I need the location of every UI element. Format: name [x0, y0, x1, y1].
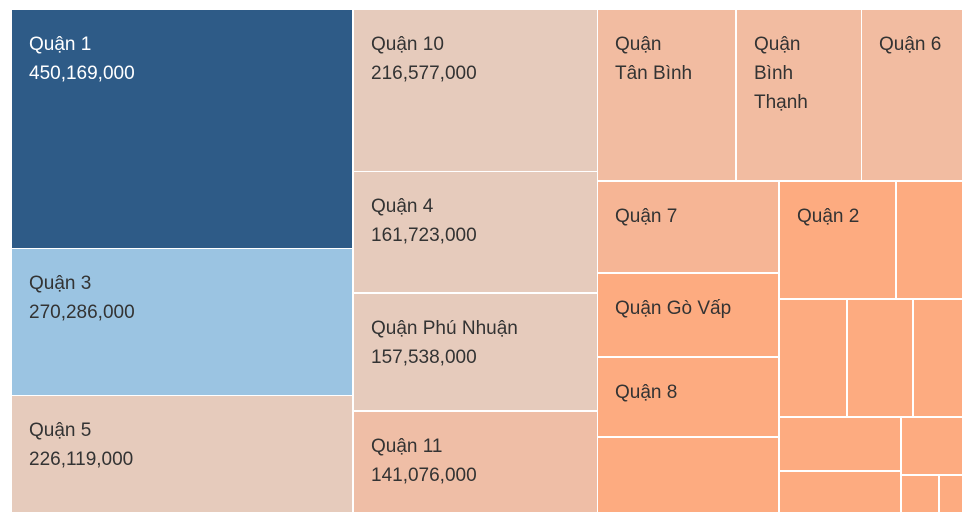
cell-label: Quận 2: [797, 206, 860, 227]
treemap-cell: [780, 472, 900, 512]
cell-value: 450,169,000: [29, 63, 135, 84]
treemap-cell: Quận 11 141,076,000: [354, 412, 597, 512]
cell-label: Quận 3: [29, 273, 92, 294]
cell-value: 161,723,000: [371, 225, 477, 246]
treemap-cell: [914, 300, 962, 416]
treemap-cell: Quận Tân Bình: [598, 10, 735, 180]
cell-label: Quận 1: [29, 34, 92, 55]
treemap-cell: [902, 476, 938, 512]
cell-value: 226,119,000: [29, 449, 134, 470]
treemap-cell: [598, 438, 778, 512]
treemap-cell: Quận 6: [862, 10, 962, 180]
treemap-cell: [780, 418, 900, 470]
cell-value: 270,286,000: [29, 302, 135, 323]
cell-label: Quận 8: [615, 382, 678, 403]
treemap-cell: Quận 2: [780, 182, 895, 298]
cell-label: Quận 10: [371, 34, 444, 55]
treemap-cell: Quận 8: [598, 358, 778, 436]
cell-label: Quận 4: [371, 196, 434, 217]
treemap-cell: [780, 300, 846, 416]
treemap-cell: Quận 7: [598, 182, 778, 272]
treemap-cell: [902, 418, 962, 474]
cell-value: 141,076,000: [371, 465, 477, 486]
treemap-cell: Quận 1 450,169,000: [12, 10, 352, 248]
treemap-cell: Quận 10 216,577,000: [354, 10, 597, 171]
cell-value: 157,538,000: [371, 347, 477, 368]
treemap-cell: Quận Bình Thạnh: [737, 10, 861, 180]
treemap-cell: Quận Phú Nhuận 157,538,000: [354, 294, 597, 410]
cell-value: 216,577,000: [371, 63, 477, 84]
treemap-cell: Quận 5 226,119,000: [12, 396, 352, 512]
treemap-cell: Quận 4 161,723,000: [354, 172, 597, 292]
cell-label: Quận 7: [615, 206, 678, 227]
treemap-cell: Quận 3 270,286,000: [12, 249, 352, 395]
cell-label: Quận 6: [879, 34, 942, 55]
cell-label: Quận Tân Bình: [615, 34, 693, 84]
cell-label: Quận 11: [371, 436, 443, 457]
cell-label: Quận Gò Vấp: [615, 298, 732, 319]
treemap-cell: [848, 300, 912, 416]
cell-label: Quận 5: [29, 420, 92, 441]
treemap-cell: [897, 182, 962, 298]
treemap-cell: Quận Gò Vấp: [598, 274, 778, 356]
cell-label: Quận Phú Nhuận: [371, 318, 518, 339]
treemap-cell: [940, 476, 962, 512]
cell-label: Quận Bình Thạnh: [754, 34, 808, 113]
